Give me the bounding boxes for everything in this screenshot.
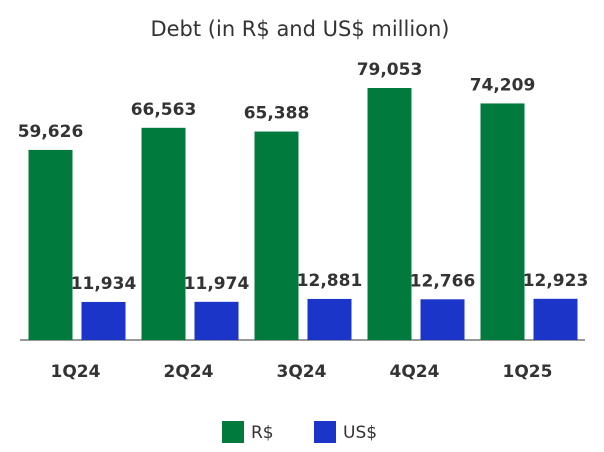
bar (420, 299, 465, 340)
x-tick-label: 1Q24 (51, 362, 101, 382)
value-label: 11,974 (184, 274, 250, 294)
legend-label: US$ (343, 423, 377, 443)
bar (141, 127, 186, 340)
x-tick-label: 3Q24 (277, 362, 327, 382)
bar (367, 88, 412, 340)
value-label: 11,934 (71, 274, 137, 294)
value-label: 79,053 (357, 60, 423, 80)
chart-title: Debt (in R$ and US$ million) (150, 17, 449, 41)
value-label: 65,388 (244, 104, 310, 124)
value-label: 12,881 (297, 271, 363, 291)
value-label: 12,766 (410, 271, 476, 291)
legend-label: R$ (251, 423, 274, 443)
value-label: 59,626 (18, 122, 84, 142)
legend-swatch (222, 421, 244, 443)
x-tick-label: 2Q24 (164, 362, 214, 382)
value-label: 12,923 (523, 271, 589, 291)
x-tick-label: 4Q24 (390, 362, 440, 382)
x-tick-label: 1Q25 (503, 362, 553, 382)
bar (194, 301, 239, 340)
legend-swatch (314, 421, 336, 443)
bar (81, 301, 126, 340)
bar (254, 131, 299, 340)
bar (307, 298, 352, 340)
bar (28, 149, 73, 340)
bar (480, 103, 525, 340)
value-label: 74,209 (470, 75, 536, 95)
bar (533, 298, 578, 340)
value-label: 66,563 (131, 100, 197, 120)
